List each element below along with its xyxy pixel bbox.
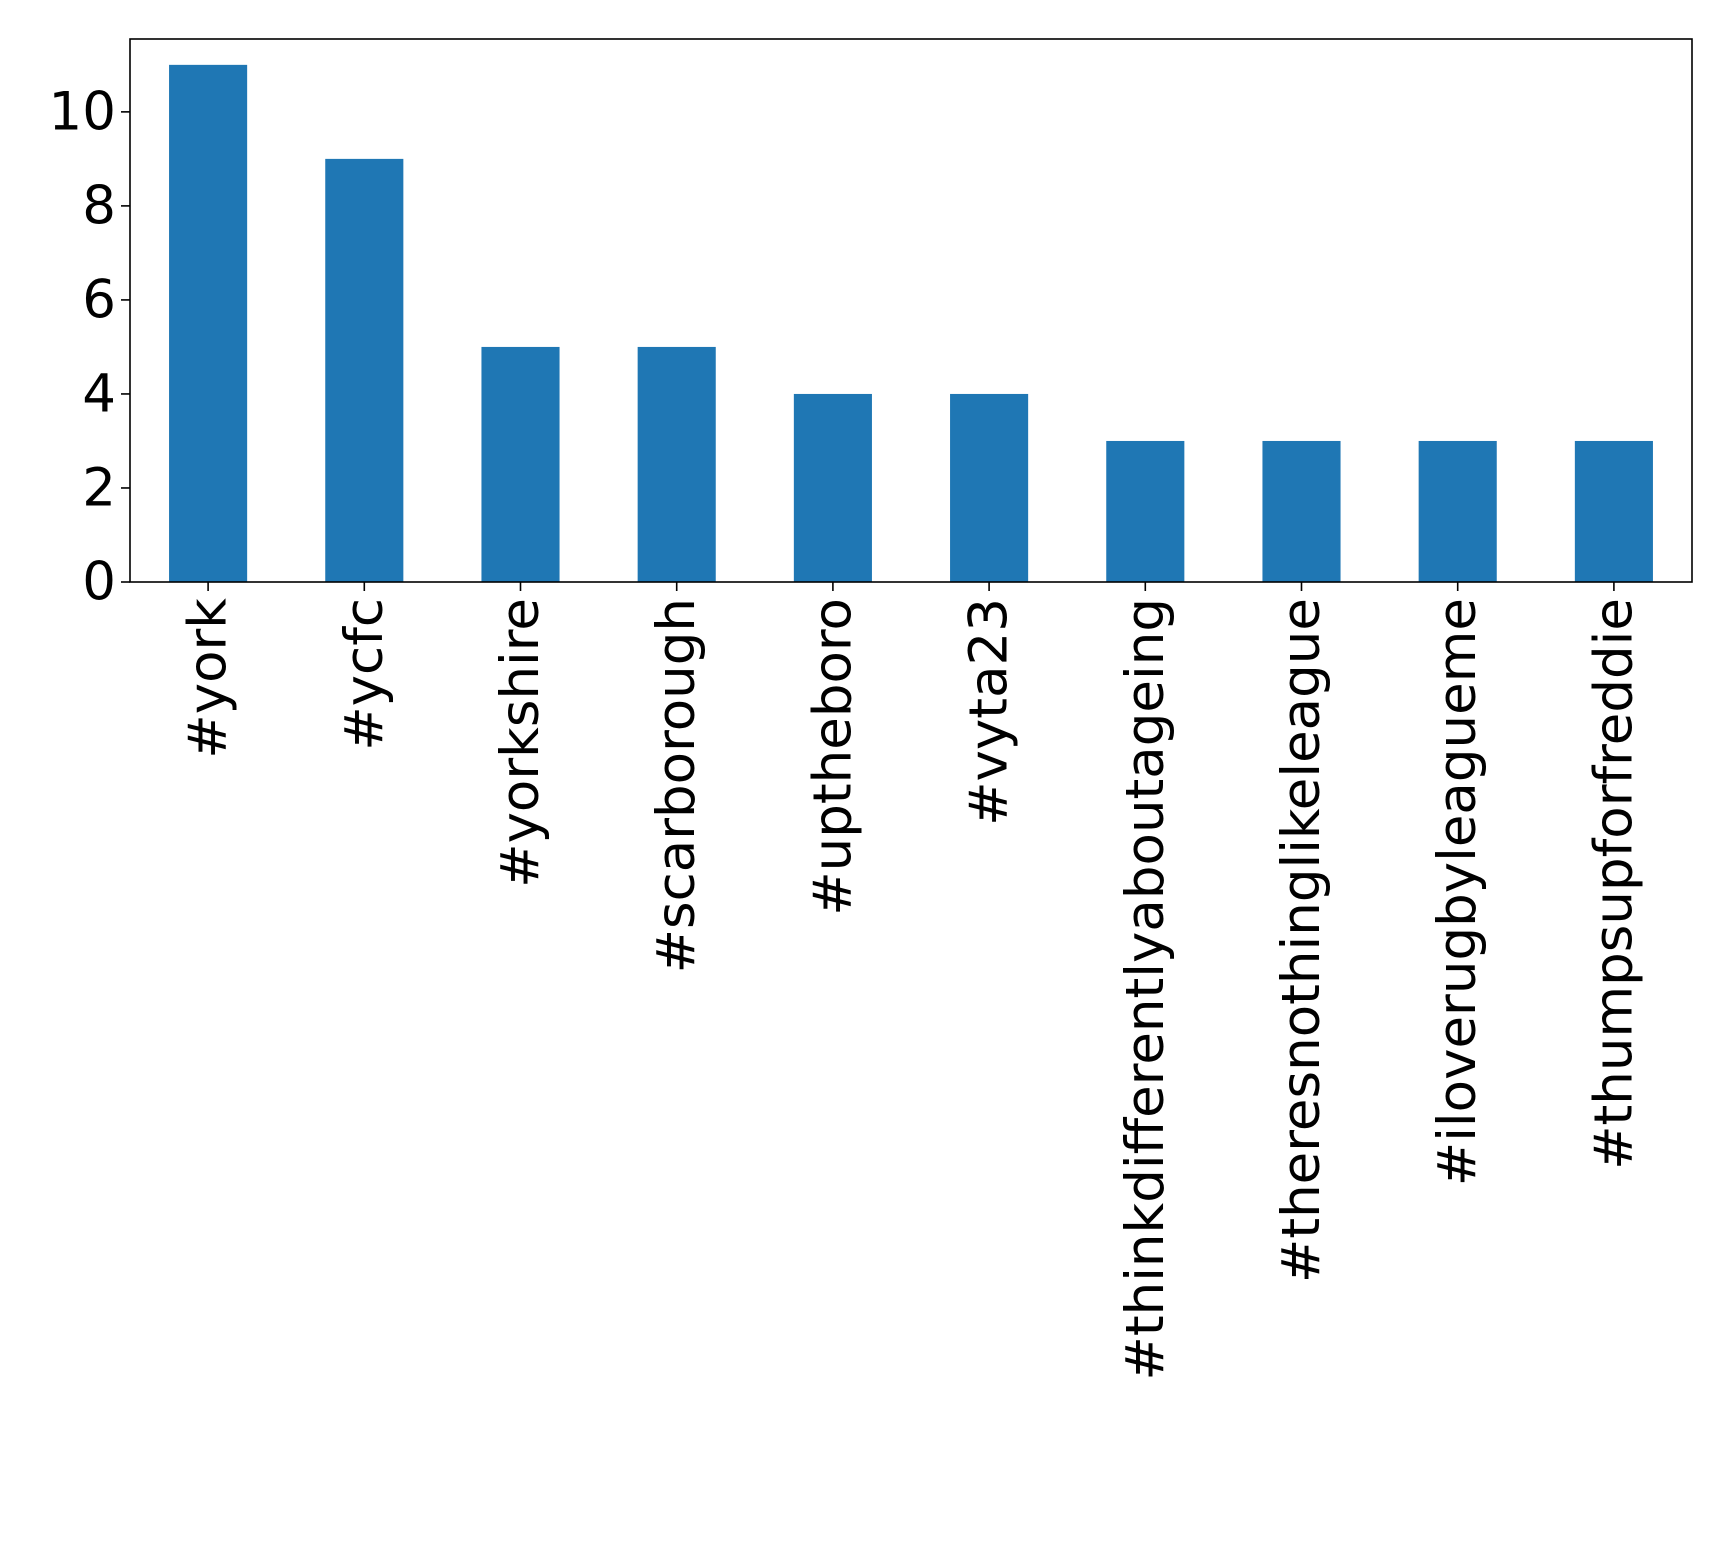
bar-vyta23 bbox=[950, 393, 1029, 582]
bar-iloverugbyleagueme bbox=[1418, 440, 1497, 582]
x-axis: #york #ycfc #yorkshire #scarborough #upthebo… bbox=[178, 582, 1644, 1381]
x-tick-label: #vyta23 bbox=[959, 598, 1020, 826]
y-axis: 0 2 4 6 8 10 bbox=[49, 81, 130, 613]
x-tick-label: #thinkdifferentlyaboutageing bbox=[1115, 598, 1176, 1381]
x-tick-label: #thumpsupforfreddie bbox=[1583, 598, 1644, 1170]
y-tick-label: 2 bbox=[82, 457, 116, 518]
y-tick-label: 8 bbox=[82, 175, 116, 236]
bars-layer bbox=[169, 64, 1653, 583]
bar-scarborough bbox=[637, 346, 716, 582]
y-tick-label: 0 bbox=[82, 552, 116, 613]
x-tick-label: #iloverugbyleagueme bbox=[1427, 598, 1488, 1186]
bar-thumpsupforfreddie bbox=[1574, 440, 1653, 582]
x-tick-label: #ycfc bbox=[334, 598, 395, 751]
x-tick-label: #yorkshire bbox=[490, 598, 551, 888]
bar-uptheboro bbox=[793, 393, 872, 582]
plot-frame bbox=[129, 38, 1693, 583]
bar-yorkshire bbox=[481, 346, 560, 582]
x-tick-label: #uptheboro bbox=[802, 598, 863, 916]
y-tick-label: 10 bbox=[49, 81, 116, 142]
bar-ycfc bbox=[325, 158, 404, 582]
bar-thinkdifferentlyaboutageing bbox=[1106, 440, 1185, 582]
bar-york bbox=[169, 64, 248, 583]
bar-theresnothinglikeleague bbox=[1262, 440, 1341, 582]
y-tick-label: 4 bbox=[82, 363, 116, 424]
x-tick-label: #york bbox=[178, 598, 239, 759]
x-tick-label: #scarborough bbox=[646, 598, 707, 973]
y-tick-label: 6 bbox=[82, 269, 116, 330]
x-tick-label: #theresnothinglikeleague bbox=[1271, 598, 1332, 1283]
